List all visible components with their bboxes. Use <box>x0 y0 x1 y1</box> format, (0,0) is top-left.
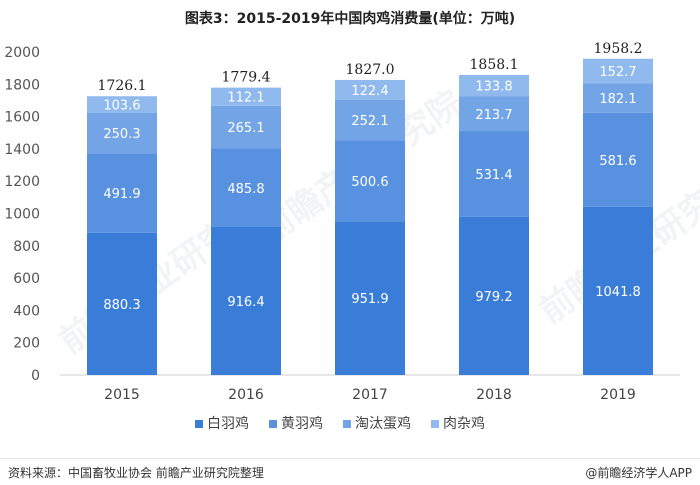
bar-segment <box>87 112 157 154</box>
data-label: 500.6 <box>351 175 388 190</box>
bar-segment <box>335 99 405 141</box>
data-label: 1041.8 <box>595 285 641 300</box>
bar-segment <box>211 227 281 375</box>
legend-swatch <box>343 420 351 428</box>
legend-label: 肉杂鸡 <box>443 415 485 432</box>
bar-segment <box>459 131 529 217</box>
data-label: 916.4 <box>227 295 264 310</box>
bar-segment <box>583 206 653 375</box>
legend-swatch <box>195 420 203 428</box>
y-tick-label: 1800 <box>4 77 40 93</box>
total-label: 1827.0 <box>346 62 395 78</box>
data-label: 880.3 <box>103 298 140 313</box>
x-tick-label: 2018 <box>476 387 512 403</box>
legend-label: 白羽鸡 <box>207 415 249 432</box>
total-label: 1726.1 <box>98 78 147 94</box>
bar-segment <box>211 87 281 106</box>
credit-note: @前瞻经济学人APP <box>585 466 692 480</box>
data-label: 152.7 <box>599 65 636 80</box>
bar-segment <box>335 140 405 222</box>
y-tick-label: 2000 <box>4 45 40 61</box>
y-tick-label: 200 <box>13 336 40 352</box>
x-tick-label: 2017 <box>352 387 388 403</box>
data-label: 112.1 <box>227 91 264 106</box>
data-label: 581.6 <box>599 154 636 169</box>
data-label: 491.9 <box>103 187 140 202</box>
bar-segment <box>459 216 529 375</box>
x-tick-label: 2019 <box>600 387 636 403</box>
bar-segment <box>335 79 405 100</box>
source-note: 资料来源：中国畜牧业协会 前瞻产业研究院整理 <box>8 466 264 480</box>
total-label: 1779.4 <box>222 70 271 86</box>
y-tick-label: 1000 <box>4 207 40 223</box>
footer: 资料来源：中国畜牧业协会 前瞻产业研究院整理 @前瞻经济学人APP <box>0 458 700 485</box>
y-tick-label: 1200 <box>4 174 40 190</box>
bar-segment <box>87 232 157 375</box>
x-tick-label: 2016 <box>228 387 264 403</box>
bar-segment <box>211 148 281 228</box>
bar-segment <box>583 112 653 207</box>
bar-segment <box>211 105 281 149</box>
legend-label: 淘汰蛋鸡 <box>355 415 411 432</box>
data-label: 122.4 <box>351 84 388 99</box>
bar-segment <box>583 83 653 113</box>
x-tick-label: 2015 <box>104 387 140 403</box>
data-label: 182.1 <box>599 92 636 107</box>
data-label: 531.4 <box>475 168 512 183</box>
bar-segment <box>459 74 529 97</box>
data-label: 250.3 <box>103 127 140 142</box>
bar-segment <box>335 221 405 375</box>
legend-swatch <box>431 420 439 428</box>
stacked-bar-chart: 0 200 400 600 800 1000 1200 1400 1600 1800 2000 880… <box>4 41 680 432</box>
bar-segment <box>583 58 653 84</box>
bar-segment <box>87 153 157 233</box>
legend-swatch <box>269 420 277 428</box>
data-label: 213.7 <box>475 108 512 123</box>
chart-title: 图表3：2015-2019年中国肉鸡消费量(单位：万吨) <box>184 11 516 27</box>
total-label: 1858.1 <box>470 57 519 73</box>
y-tick-label: 800 <box>13 239 40 255</box>
data-label: 979.2 <box>475 290 512 305</box>
y-tick-label: 1600 <box>4 110 40 126</box>
legend-label: 黄羽鸡 <box>281 415 323 432</box>
bar-segment <box>87 96 157 113</box>
data-label: 485.8 <box>227 182 264 197</box>
data-label: 133.8 <box>475 80 512 95</box>
total-label: 1958.2 <box>594 41 643 57</box>
y-tick-label: 1400 <box>4 142 40 158</box>
data-label: 252.1 <box>351 114 388 129</box>
data-label: 103.6 <box>103 99 140 114</box>
y-tick-label: 600 <box>13 271 40 287</box>
bar-segment <box>459 96 529 132</box>
y-tick-label: 400 <box>13 303 40 319</box>
y-tick-label: 0 <box>31 368 40 384</box>
data-label: 265.1 <box>227 121 264 136</box>
data-label: 951.9 <box>351 292 388 307</box>
